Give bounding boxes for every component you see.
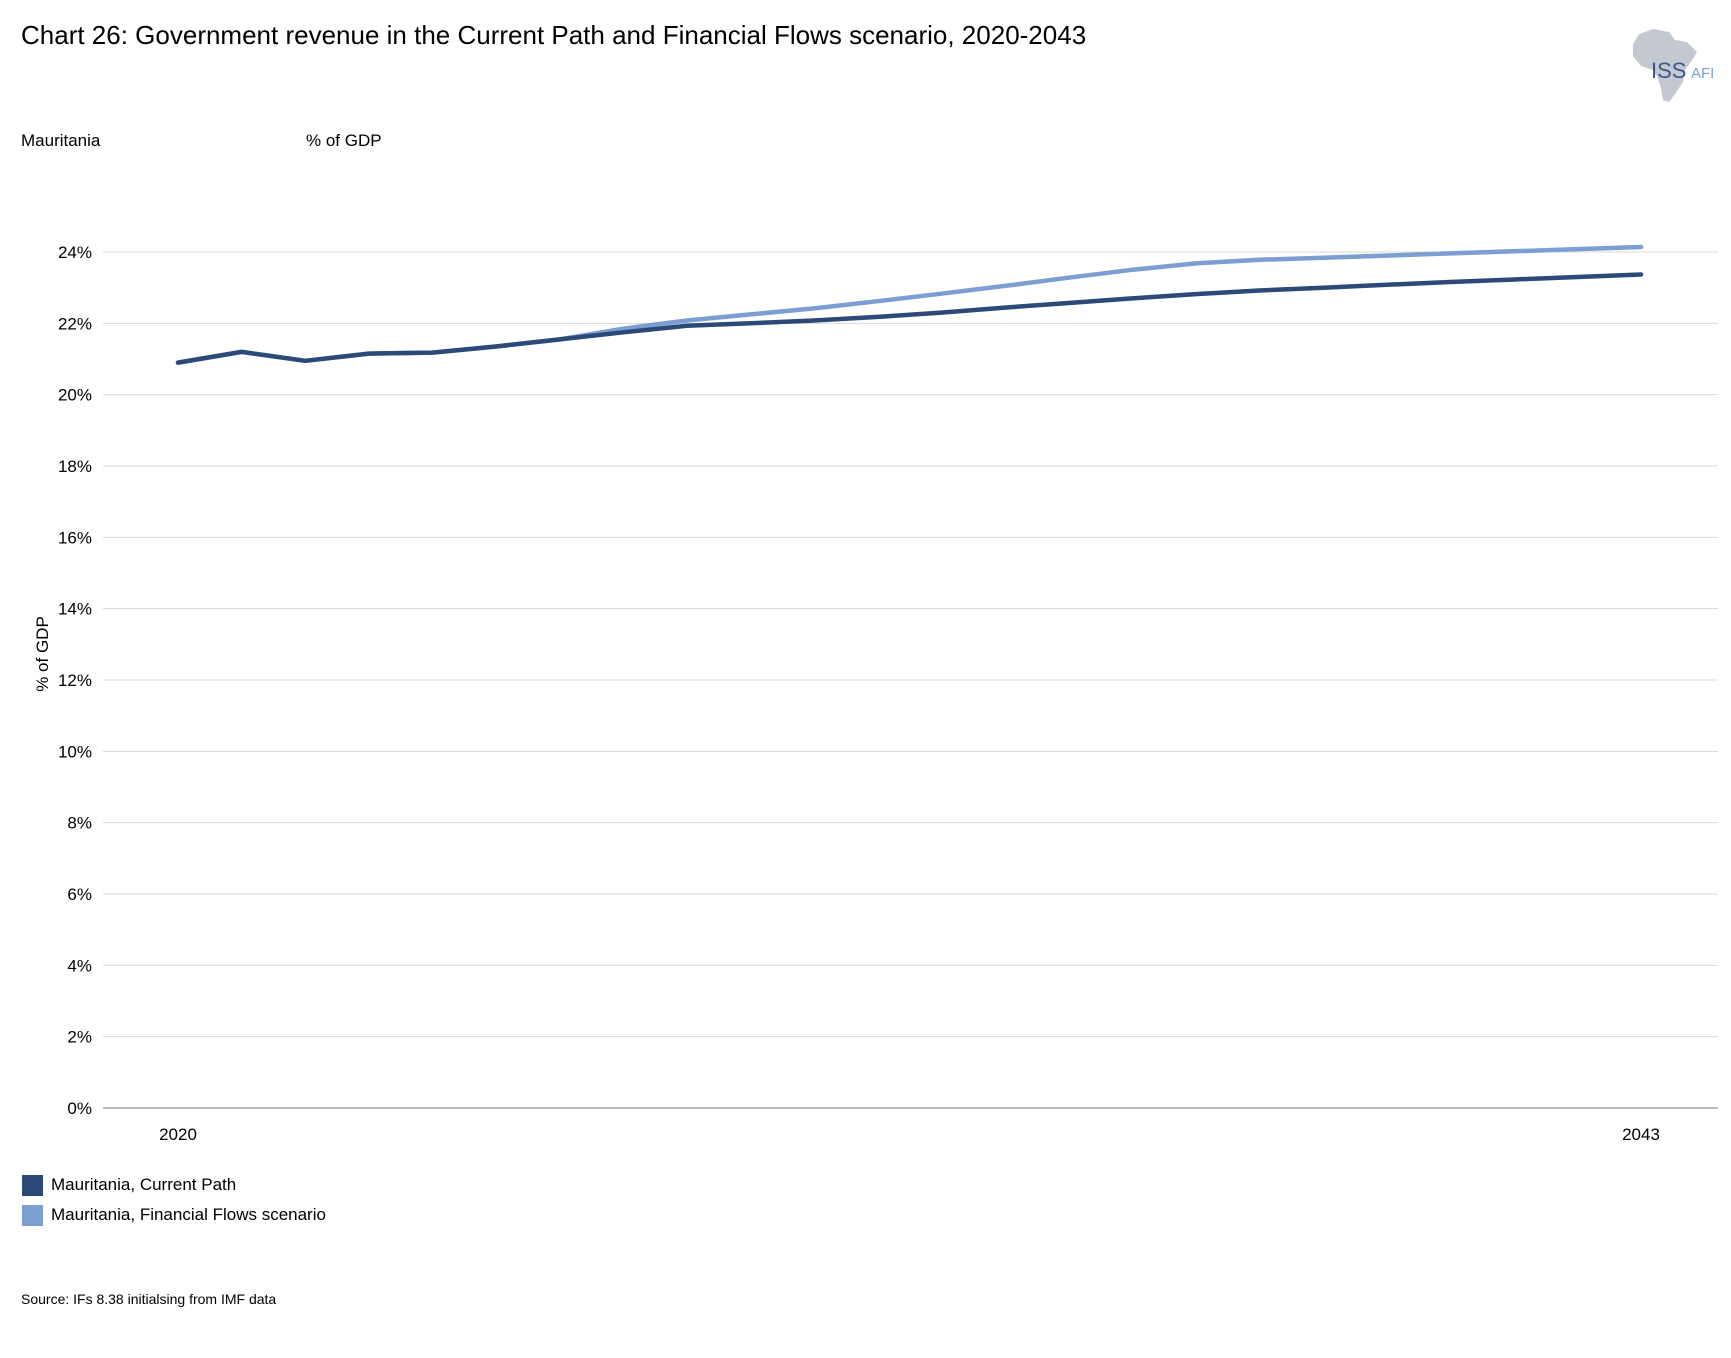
y-tick-label: 0% xyxy=(67,1099,92,1118)
legend-label-financial-flows: Mauritania, Financial Flows scenario xyxy=(51,1205,326,1224)
y-tick-label: 10% xyxy=(58,742,92,761)
iss-afi-logo: ISS AFI xyxy=(1633,29,1714,102)
y-tick-label: 16% xyxy=(58,528,92,547)
legend-item-current-path: Mauritania, Current Path xyxy=(22,1172,326,1202)
series-line-current-path xyxy=(175,272,1644,365)
logo-text-main: ISS xyxy=(1651,58,1686,83)
legend-swatch-current-path xyxy=(22,1175,43,1196)
country-label: Mauritania xyxy=(21,131,101,150)
y-tick-label: 24% xyxy=(58,243,92,262)
y-tick-label: 8% xyxy=(67,814,92,833)
unit-label: % of GDP xyxy=(306,131,382,150)
y-tick-label: 2% xyxy=(67,1028,92,1047)
y-tick-label: 4% xyxy=(67,956,92,975)
y-tick-label: 6% xyxy=(67,885,92,904)
x-tick-label: 2043 xyxy=(1622,1125,1660,1144)
x-tick-label: 2020 xyxy=(159,1125,197,1144)
series-line-financial-flows xyxy=(175,244,1644,365)
y-axis-title: % of GDP xyxy=(33,616,52,692)
legend: Mauritania, Current Path Mauritania, Fin… xyxy=(22,1172,326,1232)
y-tick-label: 14% xyxy=(58,600,92,619)
legend-swatch-financial-flows xyxy=(22,1205,43,1226)
y-tick-label: 18% xyxy=(58,457,92,476)
africa-map-icon xyxy=(1633,29,1697,102)
source-note: Source: IFs 8.38 initialsing from IMF da… xyxy=(21,1291,277,1307)
logo-text-sub: AFI xyxy=(1691,65,1714,82)
y-tick-label: 20% xyxy=(58,386,92,405)
legend-label-current-path: Mauritania, Current Path xyxy=(51,1175,237,1194)
chart-title: Chart 26: Government revenue in the Curr… xyxy=(21,20,1087,50)
y-tick-label: 12% xyxy=(58,671,92,690)
y-tick-label: 22% xyxy=(58,314,92,333)
legend-item-financial-flows: Mauritania, Financial Flows scenario xyxy=(22,1202,326,1232)
